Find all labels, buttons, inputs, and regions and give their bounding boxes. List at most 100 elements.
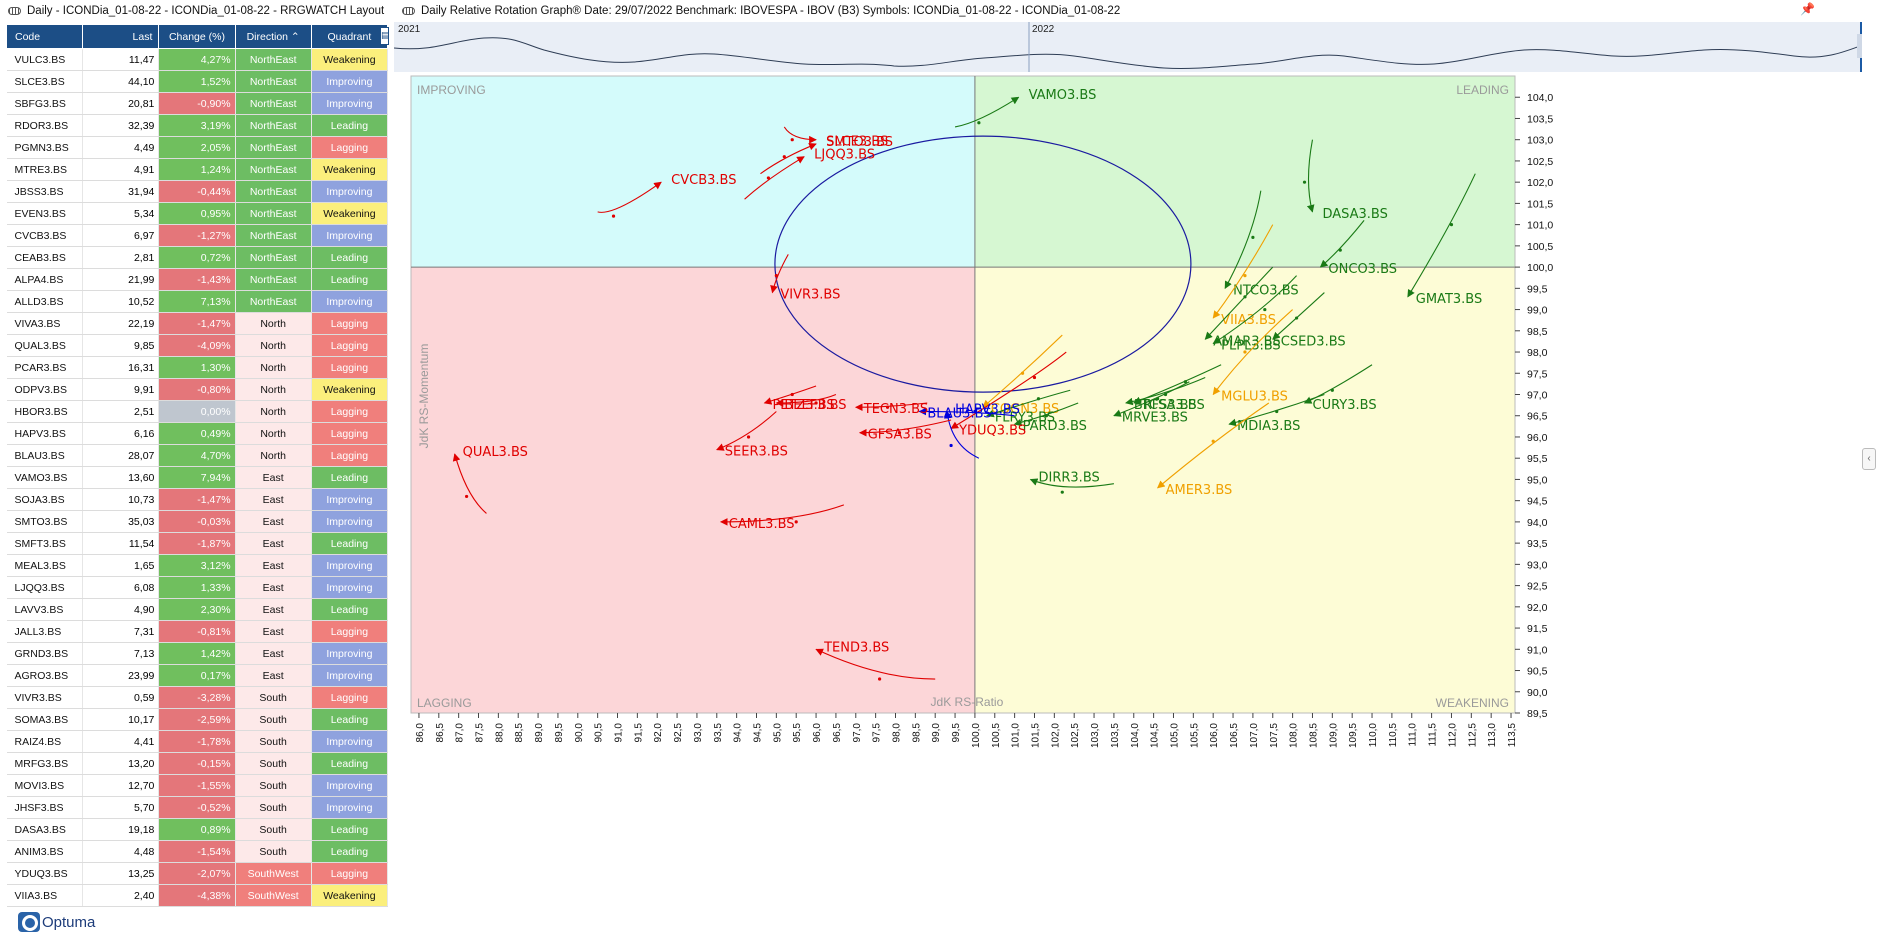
series-label[interactable]: GFSA3.BS	[868, 428, 932, 443]
table-row[interactable]: JBSS3.BS 31,94 -0,44% NorthEast Improving	[6, 180, 389, 203]
table-row[interactable]: AGRO3.BS 23,99 0,17% East Improving	[6, 664, 389, 687]
rotation-tail[interactable]	[944, 410, 980, 459]
series-label[interactable]: BRFS3.BS	[1134, 398, 1197, 413]
column-header-change[interactable]: Change (%)	[158, 24, 236, 49]
rotation-tail[interactable]	[744, 156, 805, 200]
series-label[interactable]: CAML3.BS	[729, 517, 795, 532]
series-label[interactable]: BLAU3.BS	[927, 406, 991, 421]
rotation-tail[interactable]	[986, 389, 1071, 418]
rotation-tail[interactable]	[1204, 266, 1274, 340]
rotation-tail[interactable]	[770, 254, 789, 294]
series-label[interactable]: MRVE3.BS	[1122, 411, 1188, 426]
table-row[interactable]: BLAU3.BS 28,07 4,70% North Lagging	[6, 444, 389, 467]
rotation-tail[interactable]	[452, 453, 487, 514]
table-row[interactable]: MOVI3.BS 12,70 -1,55% South Improving	[6, 774, 389, 797]
series-label[interactable]: PETZ3.BS	[772, 398, 834, 413]
series-label[interactable]: GMAT3.BS	[1416, 292, 1482, 307]
series-label[interactable]: VIVR3.BS	[780, 288, 840, 303]
rotation-tail[interactable]	[1212, 309, 1293, 396]
table-row[interactable]: VULC3.BS 11,47 4,27% NorthEast Weakening	[6, 48, 389, 71]
table-row[interactable]: MRFG3.BS 13,20 -0,15% South Leading	[6, 752, 389, 775]
table-row[interactable]: VIVA3.BS 22,19 -1,47% North Lagging	[6, 312, 389, 335]
series-label[interactable]: LJQQ3.BS	[814, 148, 875, 163]
series-label[interactable]: COGN3.BS	[991, 402, 1059, 417]
rotation-tail[interactable]	[815, 648, 936, 680]
series-label[interactable]: QUAL3.BS	[463, 445, 528, 460]
table-row[interactable]: LJQQ3.BS 6,08 1,33% East Improving	[6, 576, 389, 599]
series-label[interactable]: SLCE3.BS	[826, 135, 888, 150]
series-label[interactable]: VIIA3.BS	[1221, 313, 1276, 328]
rotation-tail[interactable]	[954, 96, 1020, 128]
rotation-tail[interactable]	[760, 142, 817, 175]
series-label[interactable]: CVCB3.BS	[671, 173, 736, 188]
table-row[interactable]: VAMO3.BS 13,60 7,94% East Leading	[6, 466, 389, 489]
table-row[interactable]: HBOR3.BS 2,51 0,00% North Lagging	[6, 400, 389, 423]
rotation-tail[interactable]	[1212, 224, 1274, 319]
series-label[interactable]: PLPL3.BS	[1221, 339, 1281, 354]
rotation-tail[interactable]	[1224, 190, 1262, 290]
table-row[interactable]: SBFG3.BS 20,81 -0,90% NorthEast Improving	[6, 92, 389, 115]
rotation-tail[interactable]	[1125, 377, 1206, 406]
table-row[interactable]: JALL3.BS 7,31 -0,81% East Lagging	[6, 620, 389, 643]
series-label[interactable]: SMTO3.BS	[826, 135, 893, 150]
series-label[interactable]: DIRR3.BS	[1039, 470, 1100, 485]
rotation-tail[interactable]	[597, 181, 662, 213]
rotation-tail[interactable]	[918, 407, 1015, 417]
series-label[interactable]: YDUQ3.BS	[958, 423, 1026, 438]
series-label[interactable]: HAPV3.BS	[955, 402, 1020, 417]
table-row[interactable]: SOJA3.BS 10,73 -1,47% East Improving	[6, 488, 389, 511]
series-label[interactable]: BEEF3.BS	[784, 398, 846, 413]
series-label[interactable]: TEND3.BS	[823, 640, 889, 655]
pin-icon[interactable]: 📌	[1800, 2, 1815, 16]
series-label[interactable]: AMAR3.BS	[1213, 334, 1280, 349]
series-label[interactable]: FLRY3.BS	[995, 411, 1055, 426]
series-label[interactable]: AMER3.BS	[1166, 483, 1233, 498]
series-label[interactable]: MGLU3.BS	[1221, 390, 1288, 405]
series-label[interactable]: TECN3.BS	[863, 402, 928, 417]
table-row[interactable]: VIVR3.BS 0,59 -3,28% South Lagging	[6, 686, 389, 709]
table-row[interactable]: EVEN3.BS 5,34 0,95% NorthEast Weakening	[6, 202, 389, 225]
table-row[interactable]: ALLD3.BS 10,52 7,13% NorthEast Improving	[6, 290, 389, 313]
series-label[interactable]: CURY3.BS	[1313, 398, 1377, 413]
rotation-tail[interactable]	[716, 411, 777, 451]
series-label[interactable]: SEER3.BS	[725, 445, 788, 460]
rotation-tail[interactable]	[783, 126, 817, 144]
table-row[interactable]: CVCB3.BS 6,97 -1,27% NorthEast Improving	[6, 224, 389, 247]
rotation-tail[interactable]	[1306, 139, 1315, 213]
rotation-tail[interactable]	[1407, 173, 1476, 298]
collapse-panel-button[interactable]: ‹	[1862, 448, 1876, 470]
table-row[interactable]: SLCE3.BS 44,10 1,52% NorthEast Improving	[6, 70, 389, 93]
rotation-tail[interactable]	[1212, 275, 1297, 344]
series-label[interactable]: NTCO3.BS	[1233, 283, 1299, 298]
table-row[interactable]: RDOR3.BS 32,39 3,19% NorthEast Leading	[6, 114, 389, 137]
overview-timeline[interactable]: 2021 2022	[394, 22, 1862, 72]
table-row[interactable]: DASA3.BS 19,18 0,89% South Leading	[6, 818, 389, 841]
overview-drag-handle[interactable]	[1857, 34, 1862, 58]
rotation-tail[interactable]	[855, 402, 928, 412]
table-row[interactable]: PCAR3.BS 16,31 1,30% North Lagging	[6, 356, 389, 379]
column-header-direction[interactable]: Direction ⌃	[234, 24, 312, 49]
series-label[interactable]: DASA3.BS	[1322, 207, 1387, 222]
table-row[interactable]: JHSF3.BS 5,70 -0,52% South Improving	[6, 796, 389, 819]
table-row[interactable]: SOMA3.BS 10,17 -2,59% South Leading	[6, 708, 389, 731]
rrg-chart[interactable]: IMPROVING LEADING LAGGING WEAKENING JdK RS-R…	[394, 72, 1878, 932]
rotation-tail[interactable]	[1303, 364, 1373, 404]
table-row[interactable]: GRND3.BS 7,13 1,42% East Improving	[6, 642, 389, 665]
table-row[interactable]: CEAB3.BS 2,81 0,72% NorthEast Leading	[6, 246, 389, 269]
rotation-tail[interactable]	[858, 419, 952, 437]
layout-icon[interactable]	[8, 7, 21, 15]
table-row[interactable]: SMTO3.BS 35,03 -0,03% East Improving	[6, 510, 389, 533]
table-row[interactable]: HAPV3.BS 6,16 0,49% North Lagging	[6, 422, 389, 445]
rotation-tail[interactable]	[950, 351, 1067, 429]
rotation-tail[interactable]	[1157, 402, 1270, 489]
series-label[interactable]: TCSA3.BS	[1141, 398, 1205, 413]
table-row[interactable]: ANIM3.BS 4,48 -1,54% South Leading	[6, 840, 389, 863]
series-label[interactable]: MDIA3.BS	[1237, 419, 1300, 434]
table-row[interactable]: ODPV3.BS 9,91 -0,80% North Weakening	[6, 378, 389, 401]
table-row[interactable]: QUAL3.BS 9,85 -4,09% North Lagging	[6, 334, 389, 357]
table-row[interactable]: PGMN3.BS 4,49 2,05% NorthEast Lagging	[6, 136, 389, 159]
column-chooser-icon[interactable]: ▤	[380, 27, 390, 45]
table-row[interactable]: SMFT3.BS 11,54 -1,87% East Leading	[6, 532, 389, 555]
series-label[interactable]: ONCO3.BS	[1328, 262, 1397, 277]
column-header-quadrant[interactable]: Quadrant	[310, 24, 389, 49]
